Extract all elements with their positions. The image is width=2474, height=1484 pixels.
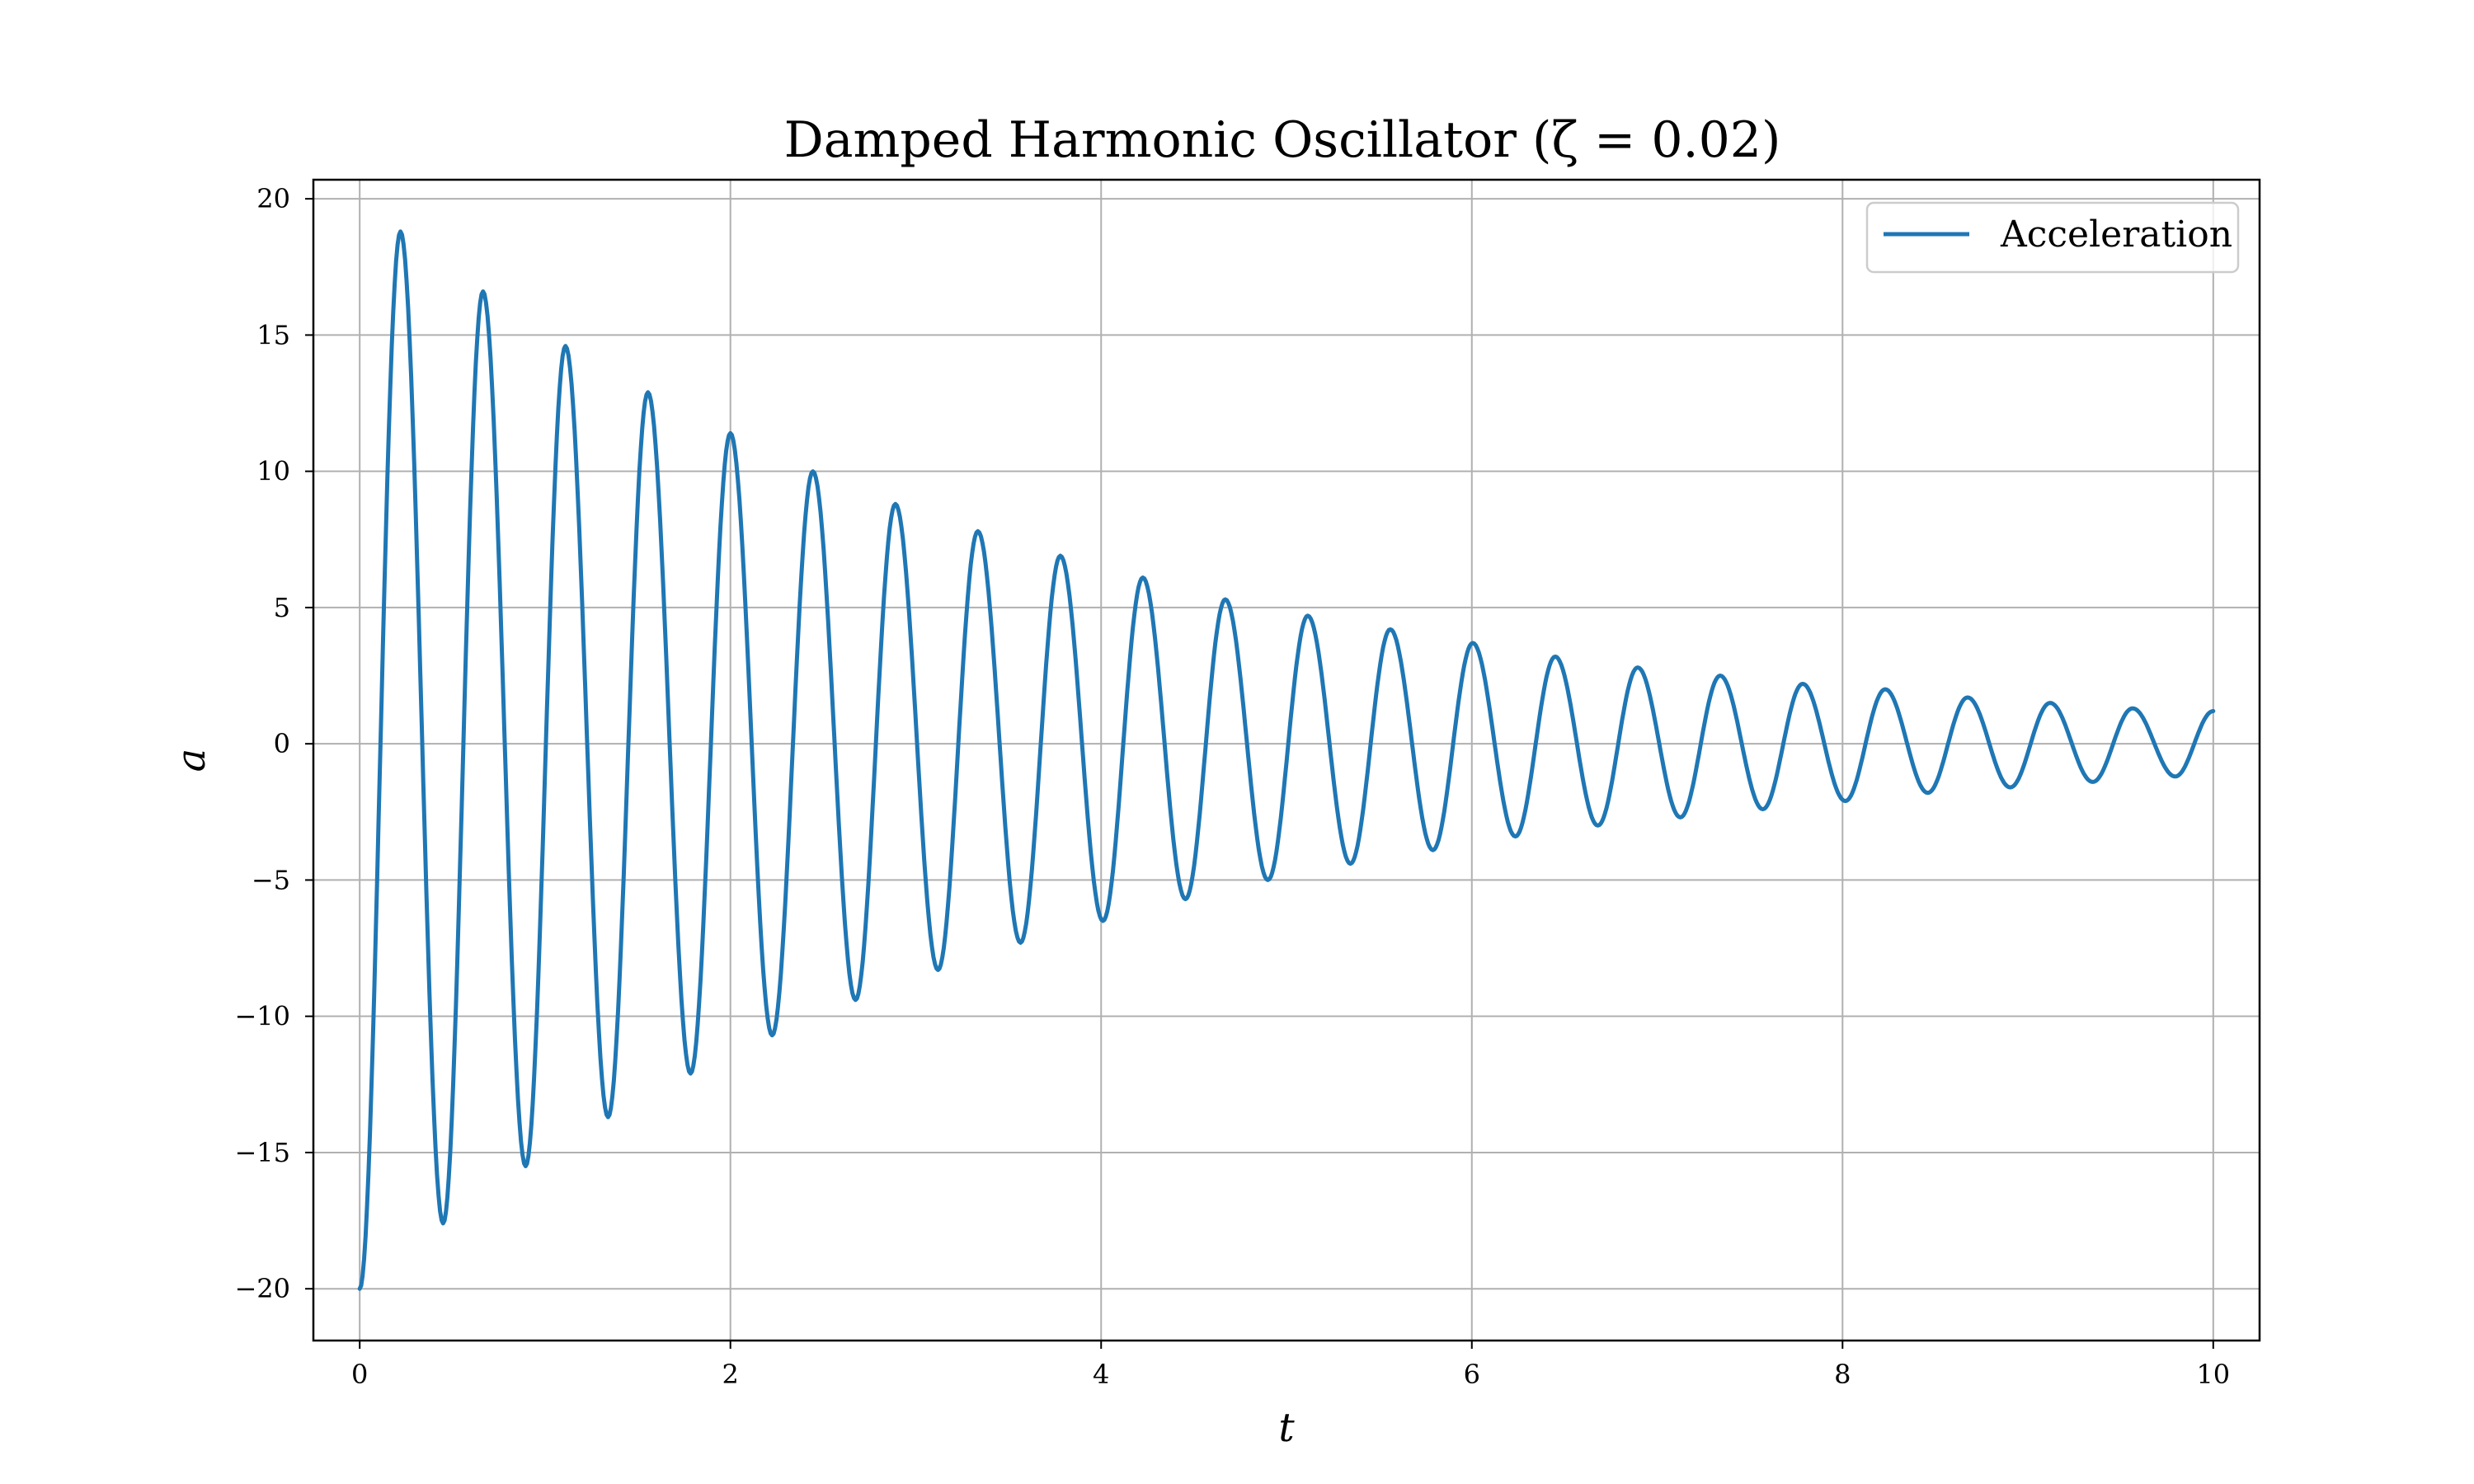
legend: Acceleration [1865, 201, 2240, 274]
y-tick-label: −5 [252, 864, 290, 895]
y-tick-label: −20 [234, 1273, 290, 1304]
x-axis-label: t [1278, 1405, 1295, 1451]
chart-title: Damped Harmonic Oscillator (ζ = 0.02) [784, 111, 1781, 169]
x-tick-label: 8 [1834, 1359, 1851, 1390]
y-tick-label: −10 [234, 1001, 290, 1032]
series-line-acceleration [357, 229, 2216, 1291]
y-axis-ticks: −20 −15 −10 −5 0 5 10 15 20 [234, 183, 313, 1304]
plot-frame [312, 178, 2261, 1342]
y-tick-label: 10 [256, 456, 290, 487]
x-tick-label: 4 [1093, 1359, 1109, 1390]
x-tick-label: 0 [351, 1359, 368, 1390]
series-layer [357, 229, 2216, 1291]
x-tick-label: 2 [722, 1359, 739, 1390]
y-axis-label: a [168, 749, 214, 773]
y-tick-label: 20 [256, 183, 290, 214]
x-tick-label: 6 [1464, 1359, 1480, 1390]
y-tick-label: 0 [274, 728, 290, 759]
legend-box [1865, 201, 2240, 274]
legend-label-acceleration: Acceleration [2000, 214, 2232, 256]
plot-area: 0 2 4 6 8 10 −20 −15 −10 −5 0 5 10 15 20 [234, 178, 2261, 1390]
y-tick-label: 5 [274, 592, 290, 623]
y-tick-label: 15 [256, 319, 290, 350]
y-tick-label: −15 [234, 1137, 290, 1168]
x-tick-label: 10 [2196, 1359, 2230, 1390]
x-axis-ticks: 0 2 4 6 8 10 [351, 1341, 2230, 1390]
